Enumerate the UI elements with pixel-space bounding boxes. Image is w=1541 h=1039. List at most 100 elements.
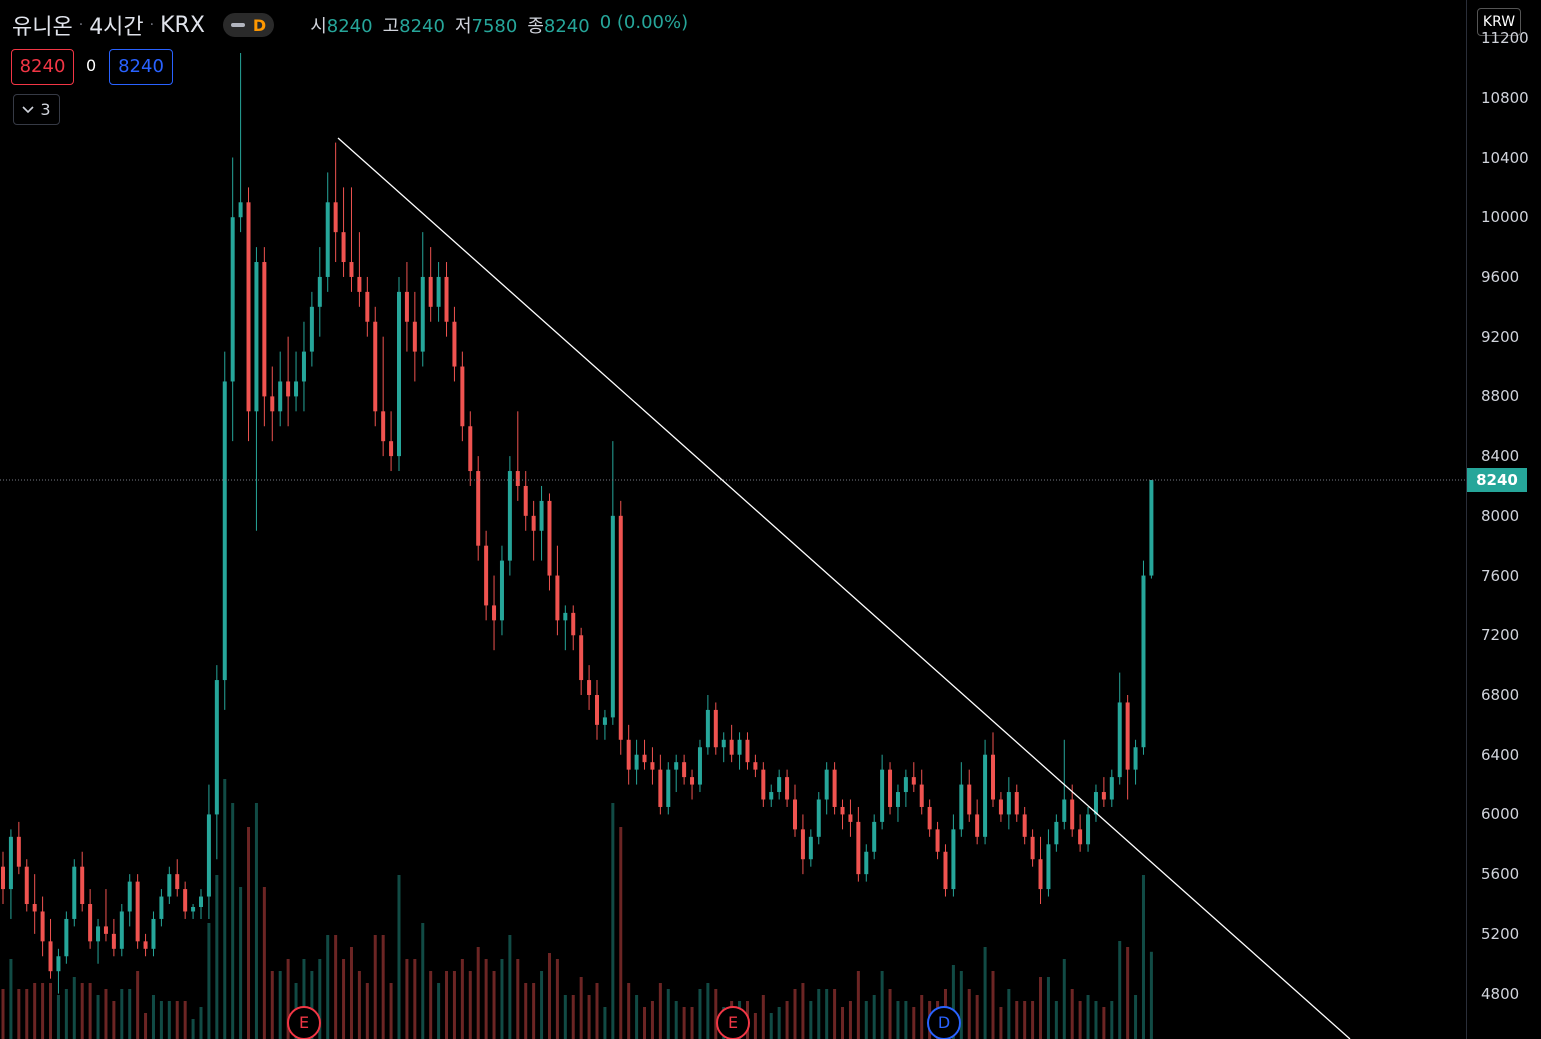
- candle-body: [206, 814, 211, 897]
- candle-body: [761, 769, 766, 800]
- candle-body: [539, 500, 544, 531]
- market-status-pill[interactable]: D: [222, 13, 275, 37]
- volume-bar: [1141, 875, 1145, 1039]
- candle-body: [563, 612, 568, 621]
- candle-body: [183, 889, 188, 912]
- candle-body: [840, 806, 845, 815]
- candle-body: [191, 906, 196, 912]
- interval-label[interactable]: 4시간: [89, 15, 144, 40]
- candle-body: [270, 396, 275, 412]
- volume-bar: [1134, 995, 1138, 1039]
- candle-body: [24, 866, 29, 905]
- candle-body: [127, 881, 132, 912]
- volume-bar: [619, 827, 623, 1039]
- volume-bar: [151, 995, 155, 1039]
- candle-body: [254, 262, 259, 412]
- buy-button[interactable]: 8240: [109, 49, 173, 85]
- volume-bar: [326, 935, 330, 1039]
- volume-bar: [381, 935, 385, 1039]
- candle-body: [404, 291, 409, 322]
- currency-button[interactable]: KRW: [1477, 8, 1521, 36]
- candle-body: [317, 276, 322, 307]
- volume-bar: [555, 959, 559, 1039]
- volume-bar: [706, 983, 710, 1039]
- indicators-toggle-button[interactable]: 3: [13, 94, 60, 125]
- volume-bar: [951, 965, 955, 1039]
- volume-bar: [650, 1001, 654, 1039]
- price-tick-label: 10800: [1481, 88, 1529, 107]
- volume-bar: [595, 983, 599, 1039]
- volume-bar: [302, 959, 306, 1039]
- candle-body: [626, 739, 631, 770]
- volume-bar: [825, 989, 829, 1039]
- chart-pane[interactable]: 유니온 · 4시간 · KRX D 시8240 고8240 저7580 종824…: [0, 0, 1466, 1039]
- earnings-marker[interactable]: E: [287, 1006, 321, 1039]
- sell-button[interactable]: 8240: [11, 49, 74, 85]
- volume-bar: [587, 995, 591, 1039]
- spread-value: 0: [86, 56, 97, 75]
- candle-body: [848, 814, 853, 822]
- volume-bar: [247, 827, 251, 1039]
- volume-bar: [516, 959, 520, 1039]
- candle-body: [1014, 792, 1019, 815]
- price-axis[interactable]: KRW 11200 10800 10400 10000 9600 9200 8800 8400…: [1466, 0, 1541, 1039]
- dividend-marker[interactable]: D: [927, 1006, 961, 1039]
- candlestick-plot[interactable]: [0, 0, 1466, 1039]
- candle-body: [389, 441, 394, 457]
- volume-bar: [856, 971, 860, 1039]
- symbol-legend[interactable]: 유니온 · 4시간 · KRX D 시8240 고8240 저7580 종824…: [12, 8, 688, 42]
- price-tick-label: 7600: [1481, 566, 1520, 585]
- candle-body: [16, 836, 21, 867]
- candle-body: [72, 866, 77, 919]
- candle-body: [111, 933, 116, 949]
- candle-body: [1141, 575, 1146, 748]
- price-tick-label: 9600: [1481, 267, 1520, 286]
- candle-body: [135, 881, 140, 942]
- candle-body: [1086, 814, 1091, 845]
- volume-bar: [136, 971, 140, 1039]
- volume-bar: [1102, 1007, 1106, 1039]
- volume-bar: [872, 995, 876, 1039]
- trendline[interactable]: [337, 137, 1351, 1039]
- candle-body: [642, 754, 647, 763]
- delayed-status-badge: D: [252, 15, 267, 35]
- earnings-marker[interactable]: E: [716, 1006, 750, 1039]
- candle-body: [143, 941, 148, 949]
- candle-body: [864, 851, 869, 875]
- candle-body: [983, 754, 988, 837]
- volume-bar: [468, 971, 472, 1039]
- candle-body: [682, 762, 687, 778]
- candle-body: [499, 560, 504, 621]
- symbol-name[interactable]: 유니온: [12, 15, 73, 40]
- volume-bar: [49, 983, 53, 1039]
- volume-bar: [563, 995, 567, 1039]
- candle-body: [832, 769, 837, 807]
- volume-bar: [175, 1001, 179, 1039]
- candle-body: [1046, 844, 1051, 890]
- volume-bar: [1015, 1001, 1019, 1039]
- candle-body: [1070, 799, 1075, 830]
- volume-bar: [159, 1001, 163, 1039]
- candle-body: [888, 769, 893, 807]
- candle-body: [753, 762, 758, 770]
- candle-body: [96, 926, 101, 942]
- candle-body: [1054, 821, 1059, 845]
- price-tick-label: 6400: [1481, 745, 1520, 764]
- ohlc-values: 시8240 고8240 저7580 종8240 0 (0.00%): [310, 12, 688, 38]
- volume-bar: [1054, 1001, 1058, 1039]
- price-tick-label: 5600: [1481, 865, 1520, 884]
- candle-body: [468, 426, 473, 472]
- volume-bar: [429, 971, 433, 1039]
- volume-bar: [357, 971, 361, 1039]
- candle-body: [278, 381, 283, 412]
- volume-bar: [817, 989, 821, 1039]
- candle-body: [895, 792, 900, 807]
- volume-bar: [777, 1007, 781, 1039]
- candle-body: [1022, 814, 1027, 837]
- candle-body: [666, 769, 671, 807]
- volume-bar: [64, 989, 68, 1039]
- candle-body: [40, 911, 45, 942]
- candle-body: [911, 777, 916, 785]
- volume-bar: [627, 983, 631, 1039]
- volume-bar: [896, 1001, 900, 1039]
